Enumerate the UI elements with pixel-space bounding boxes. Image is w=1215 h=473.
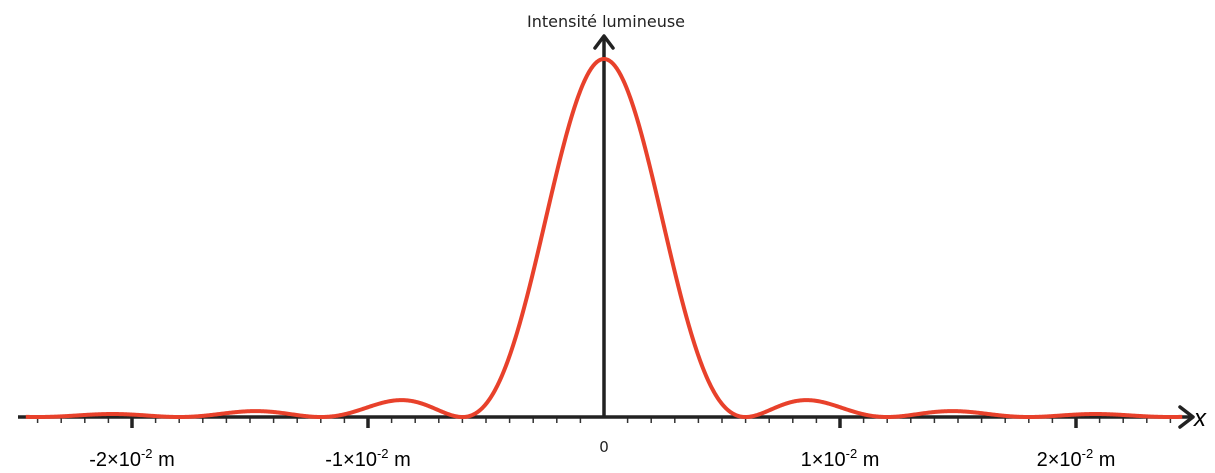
x-tick-label: -2×10-2 m <box>89 446 175 471</box>
x-axis-arrowhead <box>1178 405 1195 429</box>
major-ticks <box>130 417 1078 428</box>
y-axis-label: Intensité lumineuse <box>527 12 685 31</box>
x-tick-label: -1×10-2 m <box>325 446 411 471</box>
intensity-curve <box>24 57 1184 419</box>
x-tick-labels: -2×10-2 m -1×10-2 m 0 1×10-2 m 2×10-2 m <box>89 438 1115 471</box>
x-tick-label: 0 <box>599 438 609 456</box>
x-axis-label: x <box>1193 405 1207 432</box>
x-tick-label: 1×10-2 m <box>801 446 880 471</box>
y-axis-arrowhead <box>593 34 615 50</box>
x-tick-label: 2×10-2 m <box>1037 446 1116 471</box>
